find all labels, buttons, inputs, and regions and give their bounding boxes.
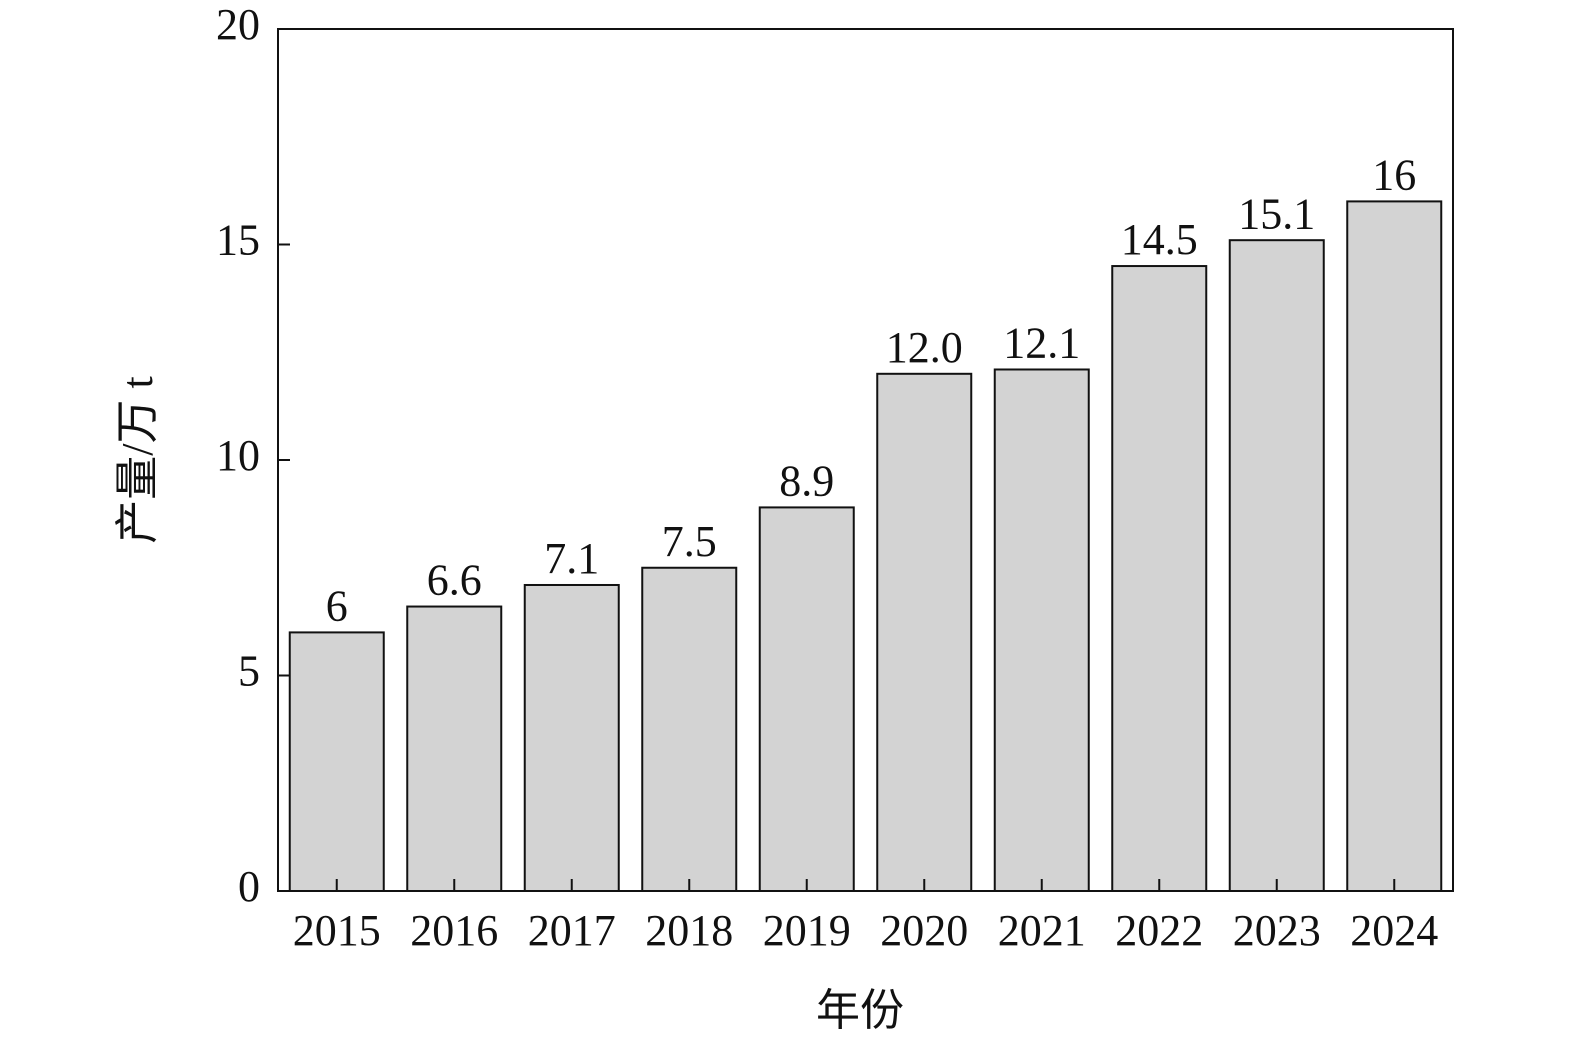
x-tick-label: 2017 <box>528 906 616 955</box>
value-label: 7.1 <box>544 534 599 583</box>
x-tick-label: 2022 <box>1115 906 1203 955</box>
value-label: 12.1 <box>1003 319 1080 368</box>
bar <box>758 506 855 892</box>
bar <box>993 368 1090 892</box>
bar <box>1111 265 1208 892</box>
value-label: 12.0 <box>886 323 963 372</box>
x-tick-label: 2015 <box>293 906 381 955</box>
bar <box>876 372 973 892</box>
plot-frame <box>277 28 1454 892</box>
value-label: 15.1 <box>1238 189 1315 238</box>
x-tick-label: 2016 <box>410 906 498 955</box>
y-tick-label: 5 <box>238 647 260 696</box>
value-label: 16 <box>1372 150 1416 199</box>
x-tick-label: 2023 <box>1233 906 1321 955</box>
x-tick-label: 2019 <box>763 906 851 955</box>
y-tick-label: 20 <box>216 0 260 49</box>
x-tick-label: 2018 <box>645 906 733 955</box>
value-label: 14.5 <box>1121 215 1198 264</box>
y-tick-label: 10 <box>216 431 260 480</box>
bar <box>641 566 738 892</box>
bar <box>1346 200 1443 892</box>
x-tick-label: 2021 <box>998 906 1086 955</box>
value-label: 8.9 <box>779 457 834 506</box>
y-axis-label: 产量/万 t <box>113 376 162 543</box>
value-label: 6 <box>326 581 348 630</box>
x-tick-label: 2020 <box>880 906 968 955</box>
value-label: 7.5 <box>662 517 717 566</box>
x-axis-label: 年份 <box>816 986 904 1035</box>
bar <box>406 605 503 892</box>
value-label: 6.6 <box>427 556 482 605</box>
bar <box>1228 239 1325 892</box>
bar <box>523 583 620 892</box>
x-tick-label: 2024 <box>1350 906 1438 955</box>
y-tick-label: 15 <box>216 216 260 265</box>
bar <box>288 631 385 893</box>
y-tick-label: 0 <box>238 862 260 911</box>
